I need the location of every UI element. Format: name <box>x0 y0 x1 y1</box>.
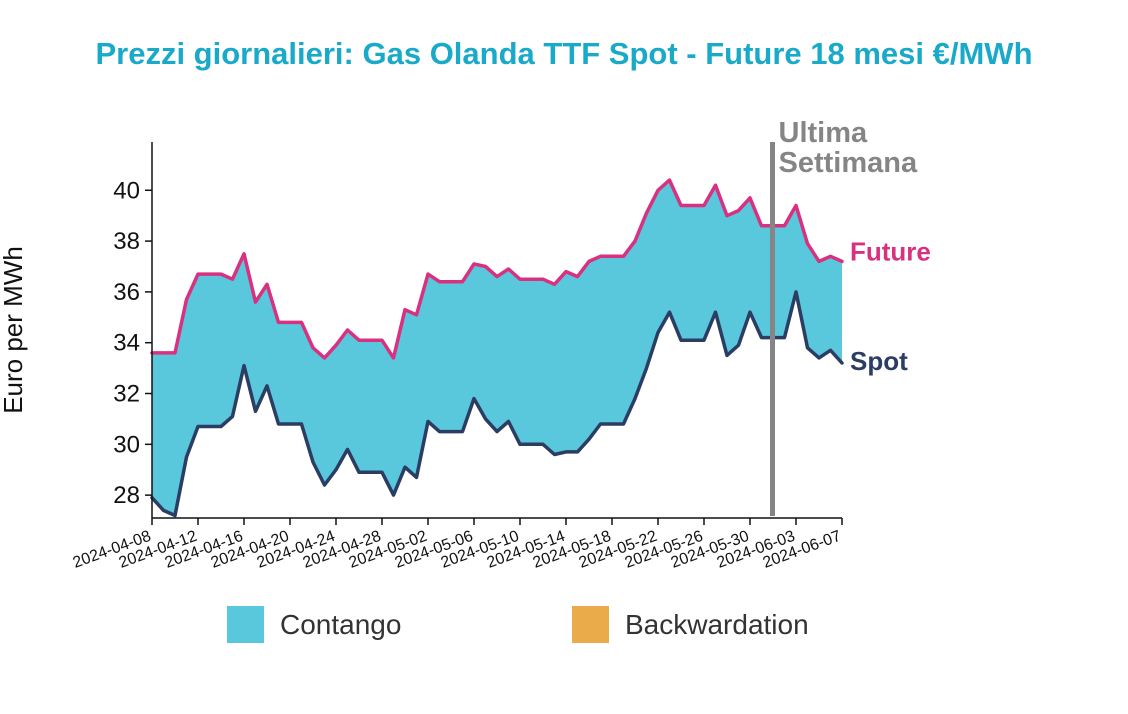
legend-item-contango: Contango <box>227 606 401 643</box>
y-tick-label: 30 <box>113 431 140 458</box>
series-line-layer <box>150 178 844 518</box>
y-tick-label: 40 <box>113 177 140 204</box>
spot-series-line <box>150 290 844 518</box>
contango-area <box>152 180 842 516</box>
y-axis-title: Euro per MWh <box>0 246 28 414</box>
y-tick-label: 28 <box>113 482 140 509</box>
legend-item-backwardation: Backwardation <box>572 606 809 643</box>
last-week-label-line1: Ultima <box>779 117 869 149</box>
last-week-label-line2: Settimana <box>779 147 918 179</box>
future-series-label: Future <box>850 236 931 266</box>
contango-swatch <box>227 606 264 643</box>
backwardation-swatch <box>572 606 609 643</box>
future-series-line <box>150 178 844 360</box>
contango-legend-label: Contango <box>280 608 402 640</box>
y-tick-label: 34 <box>113 330 140 357</box>
y-tick-label: 36 <box>113 279 140 306</box>
contango-area-layer <box>152 180 842 516</box>
chart-title: Prezzi giornalieri: Gas Olanda TTF Spot … <box>95 36 1033 71</box>
y-tick-label: 38 <box>113 228 140 255</box>
y-tick-label: 32 <box>113 381 140 408</box>
label-layer: Future Spot <box>850 236 931 376</box>
backwardation-legend-label: Backwardation <box>625 608 809 640</box>
spot-series-label: Spot <box>850 346 908 376</box>
